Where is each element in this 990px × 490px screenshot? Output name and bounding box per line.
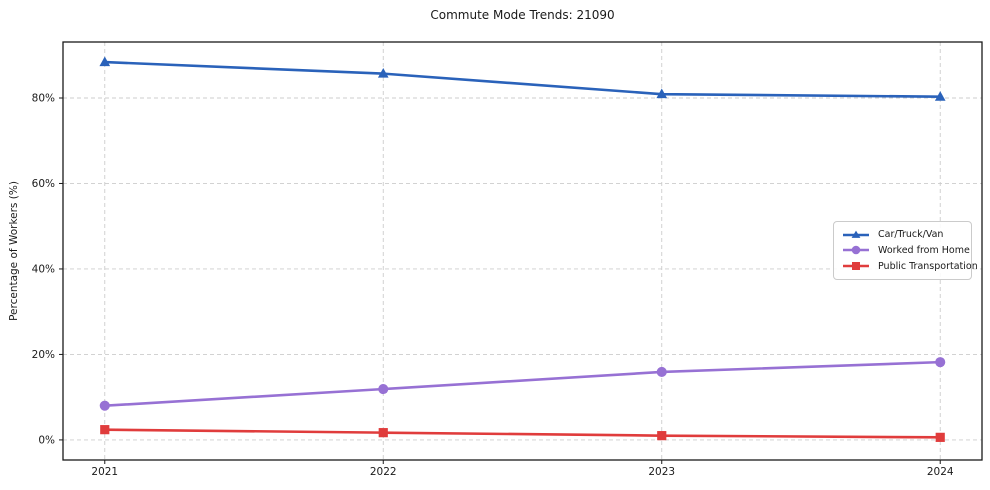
data-point-triangle-marker [99,56,111,67]
data-point-triangle-marker [934,91,946,101]
x-tick-label: 2022 [370,466,397,478]
x-tick-label: 2023 [648,466,675,478]
data-point-circle-marker [99,400,110,411]
y-tick-label: 40% [32,263,55,275]
x-tick-label: 2024 [927,466,954,478]
legend-circle-line-icon [843,246,869,255]
y-tick-label: 0% [38,434,55,446]
data-point-triangle-marker [656,88,668,99]
square-marker-icon [852,262,860,271]
series-line [103,60,942,99]
legend-label: Public Transportation [878,260,978,272]
plot-border [62,41,983,461]
legend-triangle-line-icon [843,230,869,238]
data-point-triangle-marker [377,68,389,78]
data-point-square-marker [657,431,667,441]
x-tick-label: 2021 [91,466,118,478]
y-tick-label: 80% [32,92,55,104]
data-point-circle-marker [935,357,946,368]
legend-item: Public Transportation [842,260,978,272]
data-point-circle-marker [656,366,667,377]
data-point-square-marker [100,425,110,435]
data-point-square-marker [935,432,945,442]
legend-label: Car/Truck/Van [878,229,944,241]
y-tick-label: 60% [32,178,55,190]
circle-marker-icon [851,246,861,255]
series-line [103,360,942,408]
chart-title: Commute Mode Trends: 21090 [430,8,615,22]
triangle-marker-icon [851,230,861,238]
data-point-square-marker [378,428,388,438]
legend-item: Worked from Home [842,244,970,256]
y-tick-label: 20% [32,349,55,361]
series-line [103,428,942,439]
data-point-circle-marker [378,384,389,395]
legend: Car/Truck/Van Worked from Home Public Tran… [833,221,978,280]
legend-square-line-icon [843,262,869,271]
legend-label: Worked from Home [878,244,970,256]
legend-item: Car/Truck/Van [842,229,963,241]
